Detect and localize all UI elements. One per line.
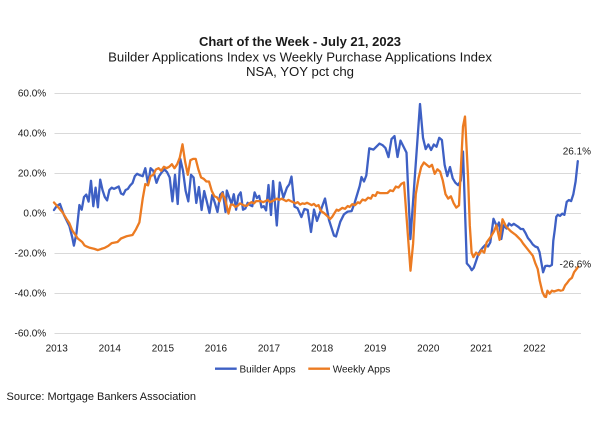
svg-text:-20.0%: -20.0% — [15, 249, 47, 260]
svg-text:Chart of the Week - July 21, 2: Chart of the Week - July 21, 2023 — [199, 34, 401, 49]
svg-text:40.0%: 40.0% — [18, 129, 46, 140]
svg-text:2013: 2013 — [46, 343, 69, 354]
svg-text:2019: 2019 — [364, 343, 387, 354]
svg-text:20.0%: 20.0% — [18, 169, 46, 180]
svg-text:NSA, YOY pct chg: NSA, YOY pct chg — [246, 64, 354, 79]
svg-text:2016: 2016 — [205, 343, 228, 354]
svg-text:Weekly Apps: Weekly Apps — [333, 364, 391, 375]
svg-text:2018: 2018 — [311, 343, 334, 354]
svg-text:-26.6%: -26.6% — [560, 260, 592, 271]
svg-text:Builder Apps: Builder Apps — [240, 364, 296, 375]
svg-text:2015: 2015 — [152, 343, 175, 354]
svg-text:26.1%: 26.1% — [563, 147, 591, 158]
svg-text:Source: Mortgage Bankers Assoc: Source: Mortgage Bankers Association — [7, 391, 197, 403]
svg-text:-40.0%: -40.0% — [15, 289, 47, 300]
svg-text:2014: 2014 — [99, 343, 122, 354]
svg-text:2022: 2022 — [523, 343, 546, 354]
svg-text:60.0%: 60.0% — [18, 89, 46, 100]
svg-text:Builder Applications Index vs: Builder Applications Index vs Weekly Pur… — [108, 50, 492, 65]
svg-text:2017: 2017 — [258, 343, 281, 354]
svg-text:-60.0%: -60.0% — [15, 329, 47, 340]
svg-text:2021: 2021 — [470, 343, 493, 354]
svg-text:0.0%: 0.0% — [23, 209, 46, 220]
svg-text:2020: 2020 — [417, 343, 440, 354]
